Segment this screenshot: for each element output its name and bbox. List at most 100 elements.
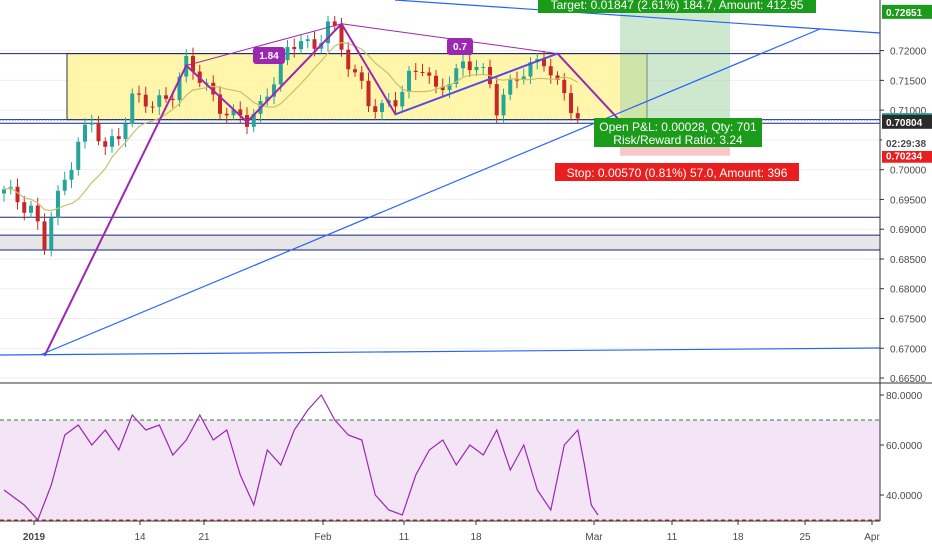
candle-body (555, 75, 560, 80)
time-tick-label: Apr (864, 532, 880, 543)
time-tick-label: 11 (399, 532, 410, 543)
candle-body (211, 82, 216, 95)
rising-trendline (39, 28, 821, 356)
candle-body (427, 72, 432, 76)
pattern-label-1[interactable]: 1.84 (253, 47, 285, 64)
price-axis[interactable]: 0.720000.715000.710000.705000.700000.695… (879, 0, 927, 385)
price-tick-label: 0.67500 (890, 314, 927, 325)
price-tick-label: 0.68000 (890, 285, 927, 296)
price-tag-label: 0.72651 (886, 8, 923, 19)
price-tag (882, 114, 932, 129)
candle-body (49, 217, 54, 250)
candle-body (137, 93, 141, 95)
price-tick-label: 0.67000 (890, 344, 927, 355)
candle-body (312, 39, 317, 49)
target-label-text: Target: 0.01847 (2.61%) 184.7, Amount: 4… (551, 0, 804, 12)
candle-body (299, 41, 303, 50)
time-tick-label: 18 (732, 532, 744, 543)
candle-body (373, 106, 378, 112)
candle-body (56, 190, 60, 218)
candle-body (393, 100, 398, 107)
pnl-label[interactable]: Open P&L: 0.00028, Qty: 701 Risk/Reward … (594, 118, 762, 147)
candle-body (224, 113, 229, 116)
candle-body (454, 68, 459, 84)
candle-body (2, 189, 6, 194)
target-label[interactable]: Target: 0.01847 (2.61%) 184.7, Amount: 4… (538, 0, 816, 13)
pattern-guide-line (186, 23, 342, 66)
candle-body (170, 98, 175, 101)
price-tag (882, 4, 932, 19)
candle-body (339, 25, 344, 50)
candle-body (272, 84, 276, 97)
consolidation-box[interactable] (66, 53, 648, 121)
candle-body (285, 47, 290, 61)
rsi-line (3, 393, 599, 522)
candlestick-series (2, 15, 580, 257)
gray-zone (0, 235, 880, 251)
moving-average-path (3, 41, 579, 212)
candle-body (494, 84, 499, 116)
candle-body (103, 141, 108, 147)
candle-body (96, 123, 101, 142)
candle-body (359, 72, 364, 81)
candle-body (366, 80, 371, 107)
candle-body (69, 169, 74, 180)
price-tag-label: 0.70234 (886, 152, 923, 163)
candle-body (380, 103, 384, 112)
candle-body (508, 79, 513, 95)
moving-average-line (3, 41, 579, 212)
candle-body (157, 95, 162, 107)
candle-body (413, 70, 418, 72)
time-tick-label: 25 (799, 532, 811, 543)
pnl-label-text: Open P&L: 0.00028, Qty: 701 (599, 120, 757, 134)
pattern-label-1-text: 1.84 (259, 51, 279, 62)
candle-body (400, 91, 405, 107)
candle-body (407, 70, 411, 92)
price-tick-label: 0.71000 (890, 106, 927, 117)
candle-body (130, 93, 135, 124)
candle-body (292, 47, 297, 50)
candle-body (481, 66, 486, 68)
stop-label-text: Stop: 0.00570 (0.81%) 57.0, Amount: 396 (567, 166, 788, 180)
candle-body (265, 96, 270, 102)
channel-line (395, 53, 558, 115)
price-tag (882, 148, 932, 163)
stop-label[interactable]: Stop: 0.00570 (0.81%) 57.0, Amount: 396 (555, 163, 799, 181)
time-tick-label: 14 (134, 532, 146, 543)
time-tick-label: Feb (314, 532, 332, 543)
countdown-tag: 02:29:38 (882, 136, 932, 151)
rsi-zone-fill (0, 420, 880, 520)
candle-body (83, 124, 87, 142)
candle-body (143, 94, 148, 107)
candle-body (177, 76, 182, 101)
candle-body (35, 205, 40, 222)
candle-body (278, 60, 283, 85)
candle-body (562, 79, 567, 94)
pattern-drawings[interactable] (0, 0, 881, 357)
candle-body (110, 136, 114, 147)
candle-body (575, 113, 580, 119)
candle-body (76, 141, 81, 170)
candle-body (548, 66, 553, 76)
rr-label-text: Risk/Reward Ratio: 3.24 (613, 133, 743, 147)
time-axis[interactable]: 2019 14 21 Feb 11 18 Mar 11 18 25 Apr (23, 521, 881, 543)
candle-body (467, 61, 472, 71)
candle-body (447, 83, 452, 91)
candle-body (62, 179, 67, 191)
candle-body (474, 67, 479, 71)
price-tick-label: 0.72000 (890, 47, 927, 58)
pattern-label-2[interactable]: 0.7 (447, 38, 473, 55)
rsi-axis[interactable]: 80.0000 60.0000 40.0000 (879, 383, 923, 521)
candle-body (461, 61, 465, 69)
candle-body (332, 21, 337, 26)
candle-body (305, 39, 310, 42)
candle-body (15, 186, 20, 203)
candle-body (89, 123, 94, 125)
price-tag-label: 0.70804 (886, 118, 923, 129)
candle-body (440, 86, 445, 91)
time-tick-label: 21 (198, 532, 210, 543)
candle-body (434, 75, 438, 87)
rsi-band (0, 419, 880, 521)
